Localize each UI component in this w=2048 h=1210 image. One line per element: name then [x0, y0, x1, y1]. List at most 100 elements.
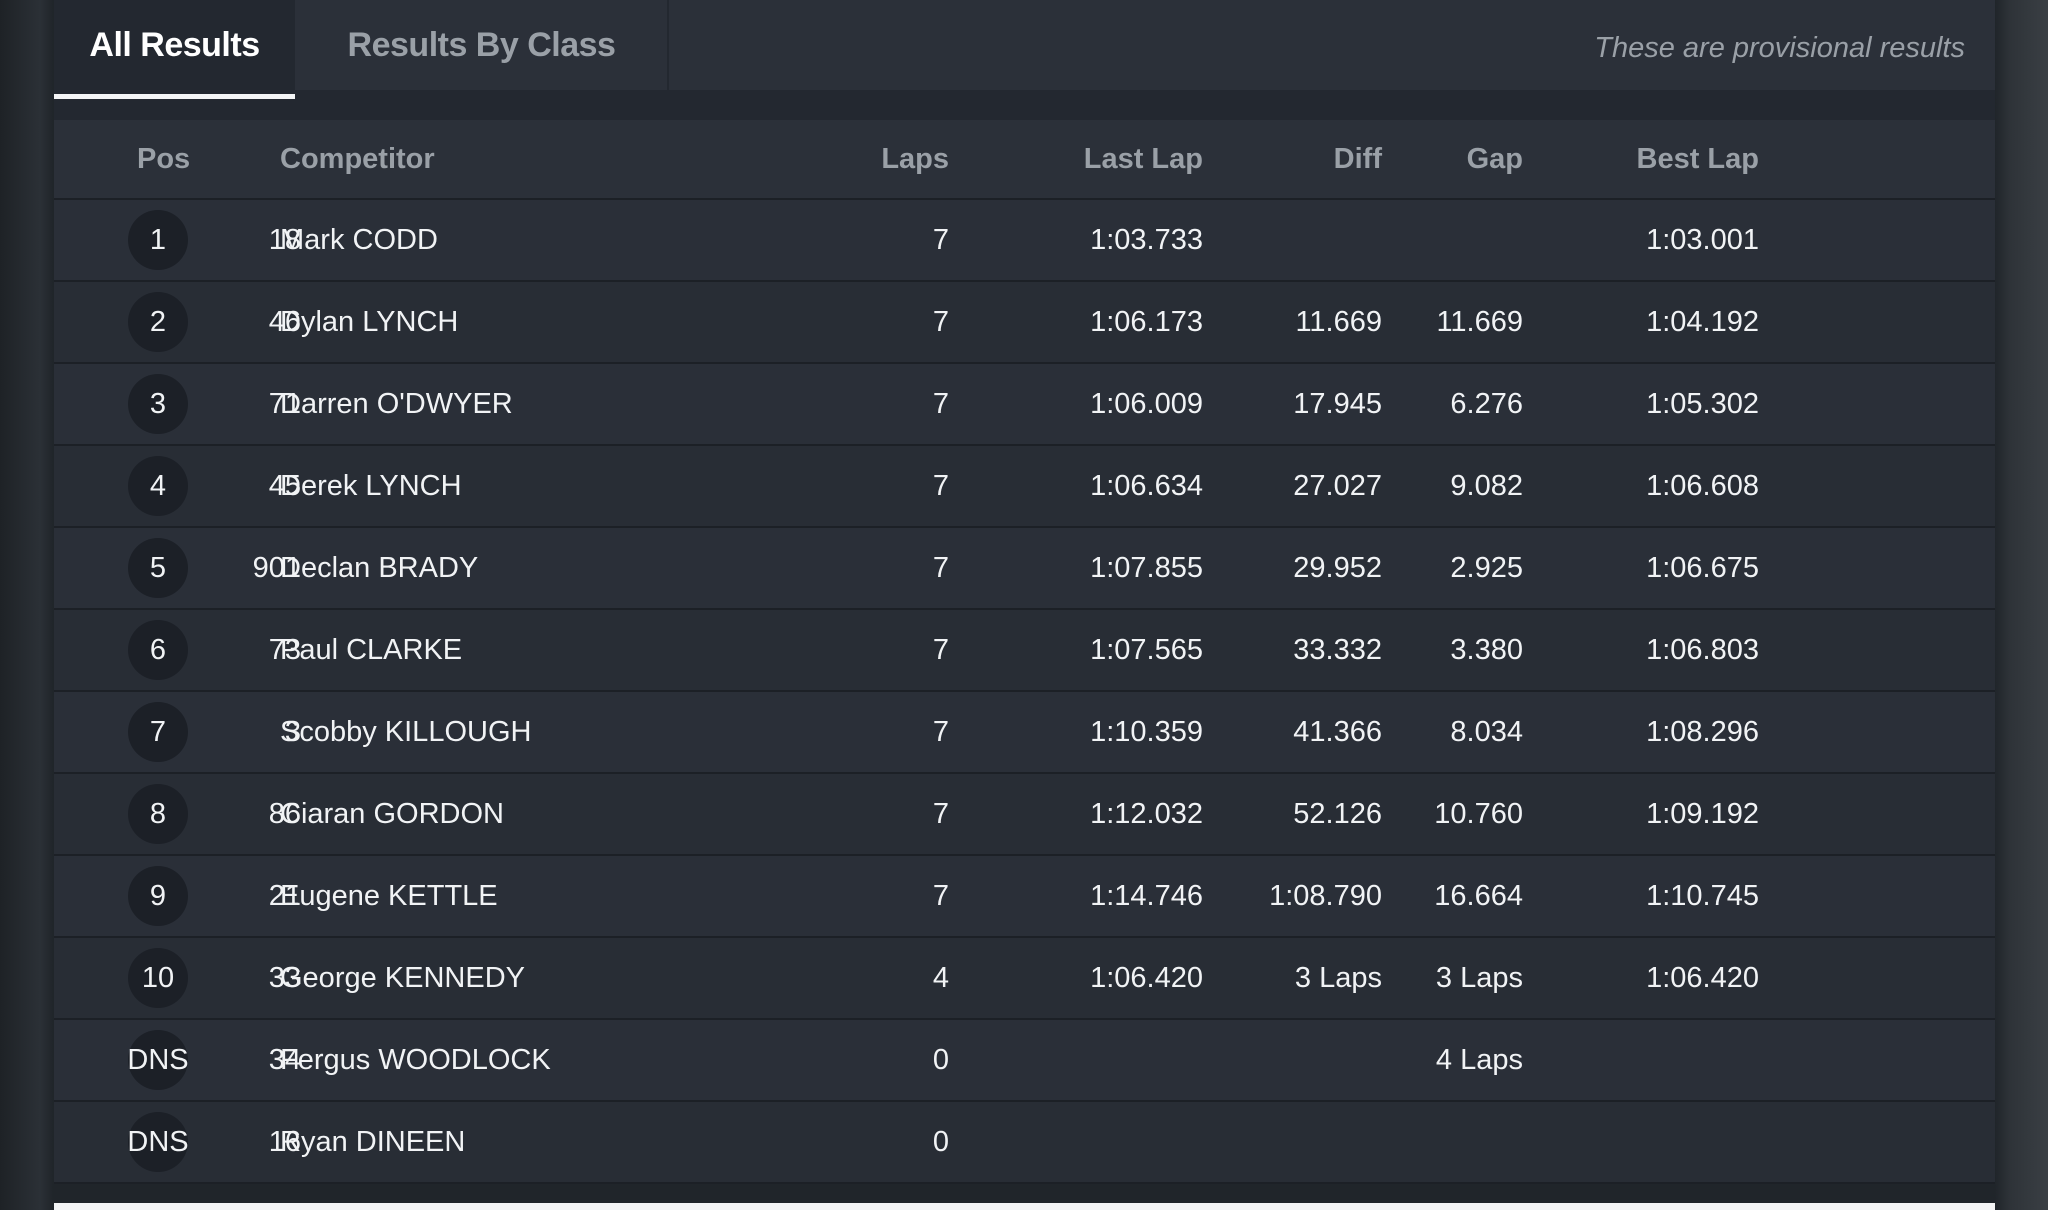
header-best-lap[interactable]: Best Lap — [1636, 143, 1759, 175]
gap-value: 11.669 — [1436, 306, 1523, 338]
table-row[interactable]: DNS 16 Ryan DINEEN 0 — [54, 1102, 1995, 1184]
diff-value: 33.332 — [1293, 634, 1382, 666]
position-badge: 2 — [128, 292, 188, 352]
competitor-number: 3 — [284, 716, 301, 748]
competitor-number: 18 — [268, 224, 301, 256]
competitor-number: 71 — [268, 388, 301, 420]
tab-results-by-class[interactable]: Results By Class — [296, 0, 669, 90]
diff-value: 27.027 — [1293, 470, 1382, 502]
laps-value: 7 — [932, 716, 949, 748]
table-row[interactable]: 8 86 Ciaran GORDON 7 1:12.032 52.126 10.760 1:0… — [54, 774, 1995, 856]
table-row[interactable]: 9 21 Eugene KETTLE 7 1:14.746 1:08.790 16.664 1… — [54, 856, 1995, 938]
table-row[interactable]: DNS 34 Fergus WOODLOCK 0 4 Laps — [54, 1020, 1995, 1102]
best-lap-value: 1:06.803 — [1646, 634, 1759, 666]
position-badge: 6 — [128, 620, 188, 680]
header-pos[interactable]: Pos — [137, 143, 191, 175]
position-badge: DNS — [127, 1112, 189, 1172]
results-panel: All Results Results By Class These are p… — [54, 0, 1995, 1184]
last-lap-value: 1:06.009 — [1090, 388, 1203, 420]
competitor-number: 21 — [268, 880, 301, 912]
last-lap-value: 1:07.855 — [1090, 552, 1203, 584]
diff-value: 52.126 — [1293, 798, 1382, 830]
table-header: Pos Competitor Laps Last Lap Diff Gap Be… — [54, 120, 1995, 200]
results-table: Pos Competitor Laps Last Lap Diff Gap Be… — [54, 120, 1995, 1184]
gap-value: 3 Laps — [1435, 962, 1523, 994]
best-lap-value: 1:06.675 — [1646, 552, 1759, 584]
last-lap-value: 1:06.420 — [1090, 962, 1203, 994]
last-lap-value: 1:07.565 — [1090, 634, 1203, 666]
header-laps[interactable]: Laps — [881, 143, 949, 175]
competitor-name: Paul CLARKE — [280, 634, 463, 666]
gap-value: 3.380 — [1450, 634, 1523, 666]
gap-value: 4 Laps — [1435, 1044, 1523, 1076]
laps-value: 0 — [932, 1044, 949, 1076]
competitor-name: Declan BRADY — [280, 552, 479, 584]
position-badge: 4 — [128, 456, 188, 516]
competitor-name: Derek LYNCH — [280, 470, 462, 502]
table-body: 1 18 Mark CODD 7 1:03.733 1:03.001 2 46 Dylan LY… — [54, 200, 1995, 1184]
laps-value: 4 — [932, 962, 949, 994]
diff-value: 3 Laps — [1294, 962, 1382, 994]
position-badge: 8 — [128, 784, 188, 844]
last-lap-value: 1:06.173 — [1090, 306, 1203, 338]
tab-all-results[interactable]: All Results — [54, 0, 295, 99]
best-lap-value: 1:08.296 — [1646, 716, 1759, 748]
table-row[interactable]: 4 45 Derek LYNCH 7 1:06.634 27.027 9.082 1:06.6… — [54, 446, 1995, 528]
position-badge: DNS — [127, 1030, 189, 1090]
diff-value: 17.945 — [1293, 388, 1382, 420]
diff-value: 29.952 — [1293, 552, 1382, 584]
best-lap-value: 1:09.192 — [1646, 798, 1759, 830]
table-row[interactable]: 2 46 Dylan LYNCH 7 1:06.173 11.669 11.669 1:04.… — [54, 282, 1995, 364]
best-lap-value: 1:06.608 — [1646, 470, 1759, 502]
competitor-number: 16 — [268, 1126, 301, 1158]
last-lap-value: 1:12.032 — [1090, 798, 1203, 830]
last-lap-value: 1:06.634 — [1090, 470, 1203, 502]
best-lap-value: 1:06.420 — [1646, 962, 1759, 994]
last-lap-value: 1:14.746 — [1090, 880, 1203, 912]
competitor-name: Scobby KILLOUGH — [280, 716, 532, 748]
competitor-number: 33 — [268, 962, 301, 994]
position-badge: 5 — [128, 538, 188, 598]
competitor-name: Darren O'DWYER — [280, 388, 513, 420]
competitor-number: 34 — [268, 1044, 301, 1076]
diff-value: 41.366 — [1293, 716, 1382, 748]
competitor-number: 86 — [268, 798, 301, 830]
footer-divider — [54, 1203, 1995, 1210]
competitor-number: 73 — [268, 634, 301, 666]
laps-value: 7 — [932, 880, 949, 912]
laps-value: 0 — [932, 1126, 949, 1158]
competitor-number: 45 — [268, 470, 301, 502]
diff-value: 11.669 — [1295, 306, 1382, 338]
table-row[interactable]: 10 33 George KENNEDY 4 1:06.420 3 Laps 3 Laps 1… — [54, 938, 1995, 1020]
laps-value: 7 — [932, 388, 949, 420]
header-gap[interactable]: Gap — [1466, 143, 1523, 175]
competitor-number: 901 — [252, 552, 301, 584]
header-last-lap[interactable]: Last Lap — [1083, 143, 1203, 175]
table-row[interactable]: 3 71 Darren O'DWYER 7 1:06.009 17.945 6.276 1:0… — [54, 364, 1995, 446]
competitor-number: 46 — [268, 306, 301, 338]
position-badge: 7 — [128, 702, 188, 762]
competitor-name: Fergus WOODLOCK — [280, 1044, 551, 1076]
best-lap-value: 1:10.745 — [1646, 880, 1759, 912]
competitor-name: Ciaran GORDON — [280, 798, 504, 830]
table-row[interactable]: 7 3 Scobby KILLOUGH 7 1:10.359 41.366 8.034 1:0… — [54, 692, 1995, 774]
laps-value: 7 — [932, 224, 949, 256]
table-row[interactable]: 6 73 Paul CLARKE 7 1:07.565 33.332 3.380 1:06.8… — [54, 610, 1995, 692]
table-row[interactable]: 1 18 Mark CODD 7 1:03.733 1:03.001 — [54, 200, 1995, 282]
header-diff[interactable]: Diff — [1333, 143, 1382, 175]
header-competitor[interactable]: Competitor — [280, 143, 435, 175]
competitor-name: Dylan LYNCH — [280, 306, 459, 338]
gap-value: 10.760 — [1434, 798, 1523, 830]
table-row[interactable]: 5 901 Declan BRADY 7 1:07.855 29.952 2.925 1:06… — [54, 528, 1995, 610]
laps-value: 7 — [932, 306, 949, 338]
laps-value: 7 — [932, 552, 949, 584]
best-lap-value: 1:04.192 — [1646, 306, 1759, 338]
competitor-name: Mark CODD — [280, 224, 438, 256]
gap-value: 8.034 — [1450, 716, 1523, 748]
best-lap-value: 1:03.001 — [1646, 224, 1759, 256]
competitor-name: Eugene KETTLE — [280, 880, 498, 912]
diff-value: 1:08.790 — [1269, 880, 1382, 912]
provisional-notice: These are provisional results — [1594, 31, 1965, 64]
gap-value: 9.082 — [1450, 470, 1523, 502]
best-lap-value: 1:05.302 — [1646, 388, 1759, 420]
